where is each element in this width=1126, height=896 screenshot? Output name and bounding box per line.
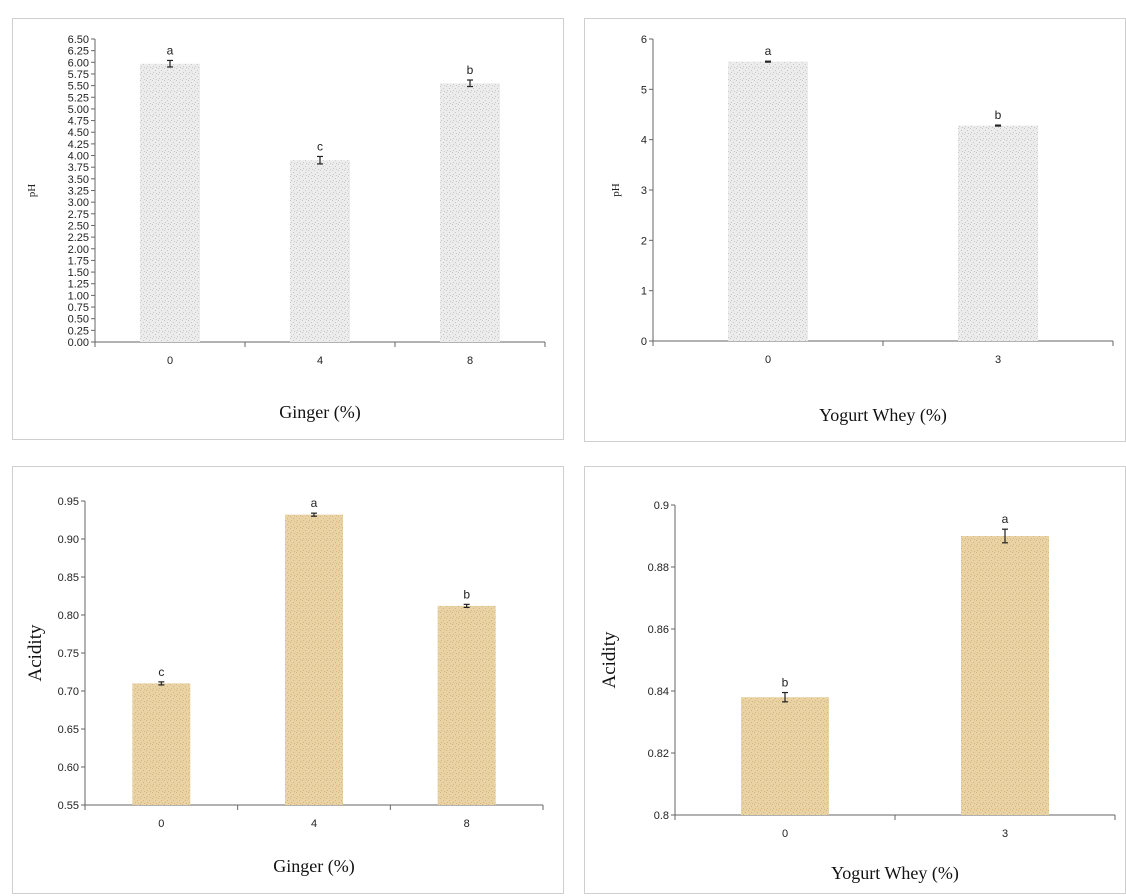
x-tick-label: 0 [765,354,771,366]
chart-panel-ph-yogurt-whey: 0 1 2 3 4 5 6 a 0 b 3 Yogurt Whey (%) pH [584,18,1126,442]
y-tick-label: 3.00 [68,197,89,209]
y-tick-label: 3.75 [68,162,89,174]
x-tick-label: 4 [317,355,323,367]
x-axis-label: Yogurt Whey (%) [819,405,947,426]
x-axis-label: Ginger (%) [273,856,354,877]
significance-label: b [782,676,789,690]
y-tick-label: 5.25 [68,92,89,104]
significance-label: c [317,139,323,153]
bar [961,536,1049,815]
y-axis-label: pH [610,183,622,197]
y-tick-label: 1 [641,286,647,298]
bar [140,63,200,343]
significance-label: b [463,587,470,601]
y-tick-label: 2 [641,235,647,247]
y-tick-label: 0.75 [58,648,79,660]
significance-label: a [311,496,318,510]
y-tick-label: 1.25 [68,279,89,291]
y-tick-label: 0.82 [648,748,669,760]
y-axis-label: pH [26,184,38,198]
y-tick-label: 0.65 [58,724,79,736]
y-tick-label: 5.00 [68,104,89,116]
chart-panel-acidity-yogurt-whey: 0.8 0.82 0.84 0.86 0.88 0.9 b 0 a 3 Yogurt Whey (%… [584,466,1126,894]
significance-label: a [1002,512,1009,526]
y-tick-label: 4 [641,135,647,147]
y-tick-label: 5 [641,84,647,96]
bar [440,83,500,343]
y-tick-label: 4.25 [68,139,89,151]
x-tick-label: 0 [167,355,173,367]
y-tick-label: 0.50 [68,314,89,326]
y-tick-label: 2.25 [68,232,89,244]
chart-panel-acidity-ginger: 0.55 0.60 0.65 0.70 0.75 0.80 0.85 0.90 0.95 c 0 a 4… [12,466,564,894]
y-tick-label: 0.86 [648,624,669,636]
y-tick-label: 2.00 [68,244,89,256]
y-tick-label: 0.84 [648,686,669,698]
bar [290,160,350,342]
y-tick-label: 6 [641,34,647,46]
y-axis-label: Acidity [599,631,620,688]
chart-panel-ph-ginger: 0.00 0.25 0.50 0.75 1.00 1.25 1.50 1.75 2.00 2.25… [12,18,564,440]
y-tick-label: 1.75 [68,255,89,267]
y-tick-label: 0.80 [58,610,79,622]
y-tick-label: 0 [641,336,647,348]
y-tick-label: 2.75 [68,209,89,221]
chart-ph-ginger: 0.000.250.500.751.001.251.501.752.002.25… [26,34,546,423]
y-tick-label: 0.9 [654,500,669,512]
y-tick-label: 0.70 [58,686,79,698]
x-axis-label: Ginger (%) [279,402,360,423]
y-tick-label: 0.95 [58,496,79,508]
significance-label: c [158,665,164,679]
y-axis-label: Acidity [25,624,46,681]
y-tick-label: 2.50 [68,220,89,232]
y-tick-label: 4.00 [68,151,89,163]
x-tick-label: 8 [467,355,473,367]
y-tick-label: 0.90 [58,534,79,546]
y-tick-label: 3.25 [68,186,89,198]
y-tick-label: 4.75 [68,116,89,128]
y-tick-label: 6.25 [68,46,89,58]
y-tick-label: 3 [641,185,647,197]
x-tick-label: 3 [995,354,1001,366]
chart-ph-yogurt-whey: 0 1 2 3 4 5 6 a 0 b 3 Yogurt Whey (%) pH [610,34,1114,426]
x-tick-label: 3 [1002,828,1008,840]
bar [132,683,191,805]
y-tick-label: 5.75 [68,69,89,81]
x-axis-label: Yogurt Whey (%) [831,863,959,884]
chart-acidity-yogurt-whey: 0.8 0.82 0.84 0.86 0.88 0.9 b 0 a 3 Yogurt Whey (%… [599,500,1116,884]
y-tick-label: 3.50 [68,174,89,186]
y-tick-label: 6.00 [68,57,89,69]
significance-label: b [467,63,474,77]
chart-acidity-ginger: 0.55 0.60 0.65 0.70 0.75 0.80 0.85 0.90 0.95 c 0 a 4… [25,496,544,877]
bar [437,605,496,805]
y-tick-label: 0.85 [58,572,79,584]
y-tick-label: 4.50 [68,127,89,139]
y-tick-label: 1.00 [68,290,89,302]
bar [958,125,1038,341]
bar [728,61,808,342]
x-tick-label: 8 [464,818,470,830]
y-tick-label: 0.00 [68,337,89,349]
y-tick-label: 0.60 [58,762,79,774]
y-tick-label: 0.88 [648,562,669,574]
y-tick-label: 0.55 [58,800,79,812]
x-tick-label: 0 [158,818,164,830]
y-tick-label: 6.50 [68,34,89,46]
x-tick-label: 0 [782,828,788,840]
y-tick-label: 0.25 [68,325,89,337]
bar [741,697,829,815]
x-tick-label: 4 [311,818,317,830]
y-tick-label: 1.50 [68,267,89,279]
significance-label: b [995,108,1002,122]
y-tick-label: 0.8 [654,810,669,822]
y-tick-label: 5.50 [68,81,89,93]
bar [285,514,343,805]
significance-label: a [167,43,174,57]
significance-label: a [765,44,772,58]
y-tick-label: 0.75 [68,302,89,314]
